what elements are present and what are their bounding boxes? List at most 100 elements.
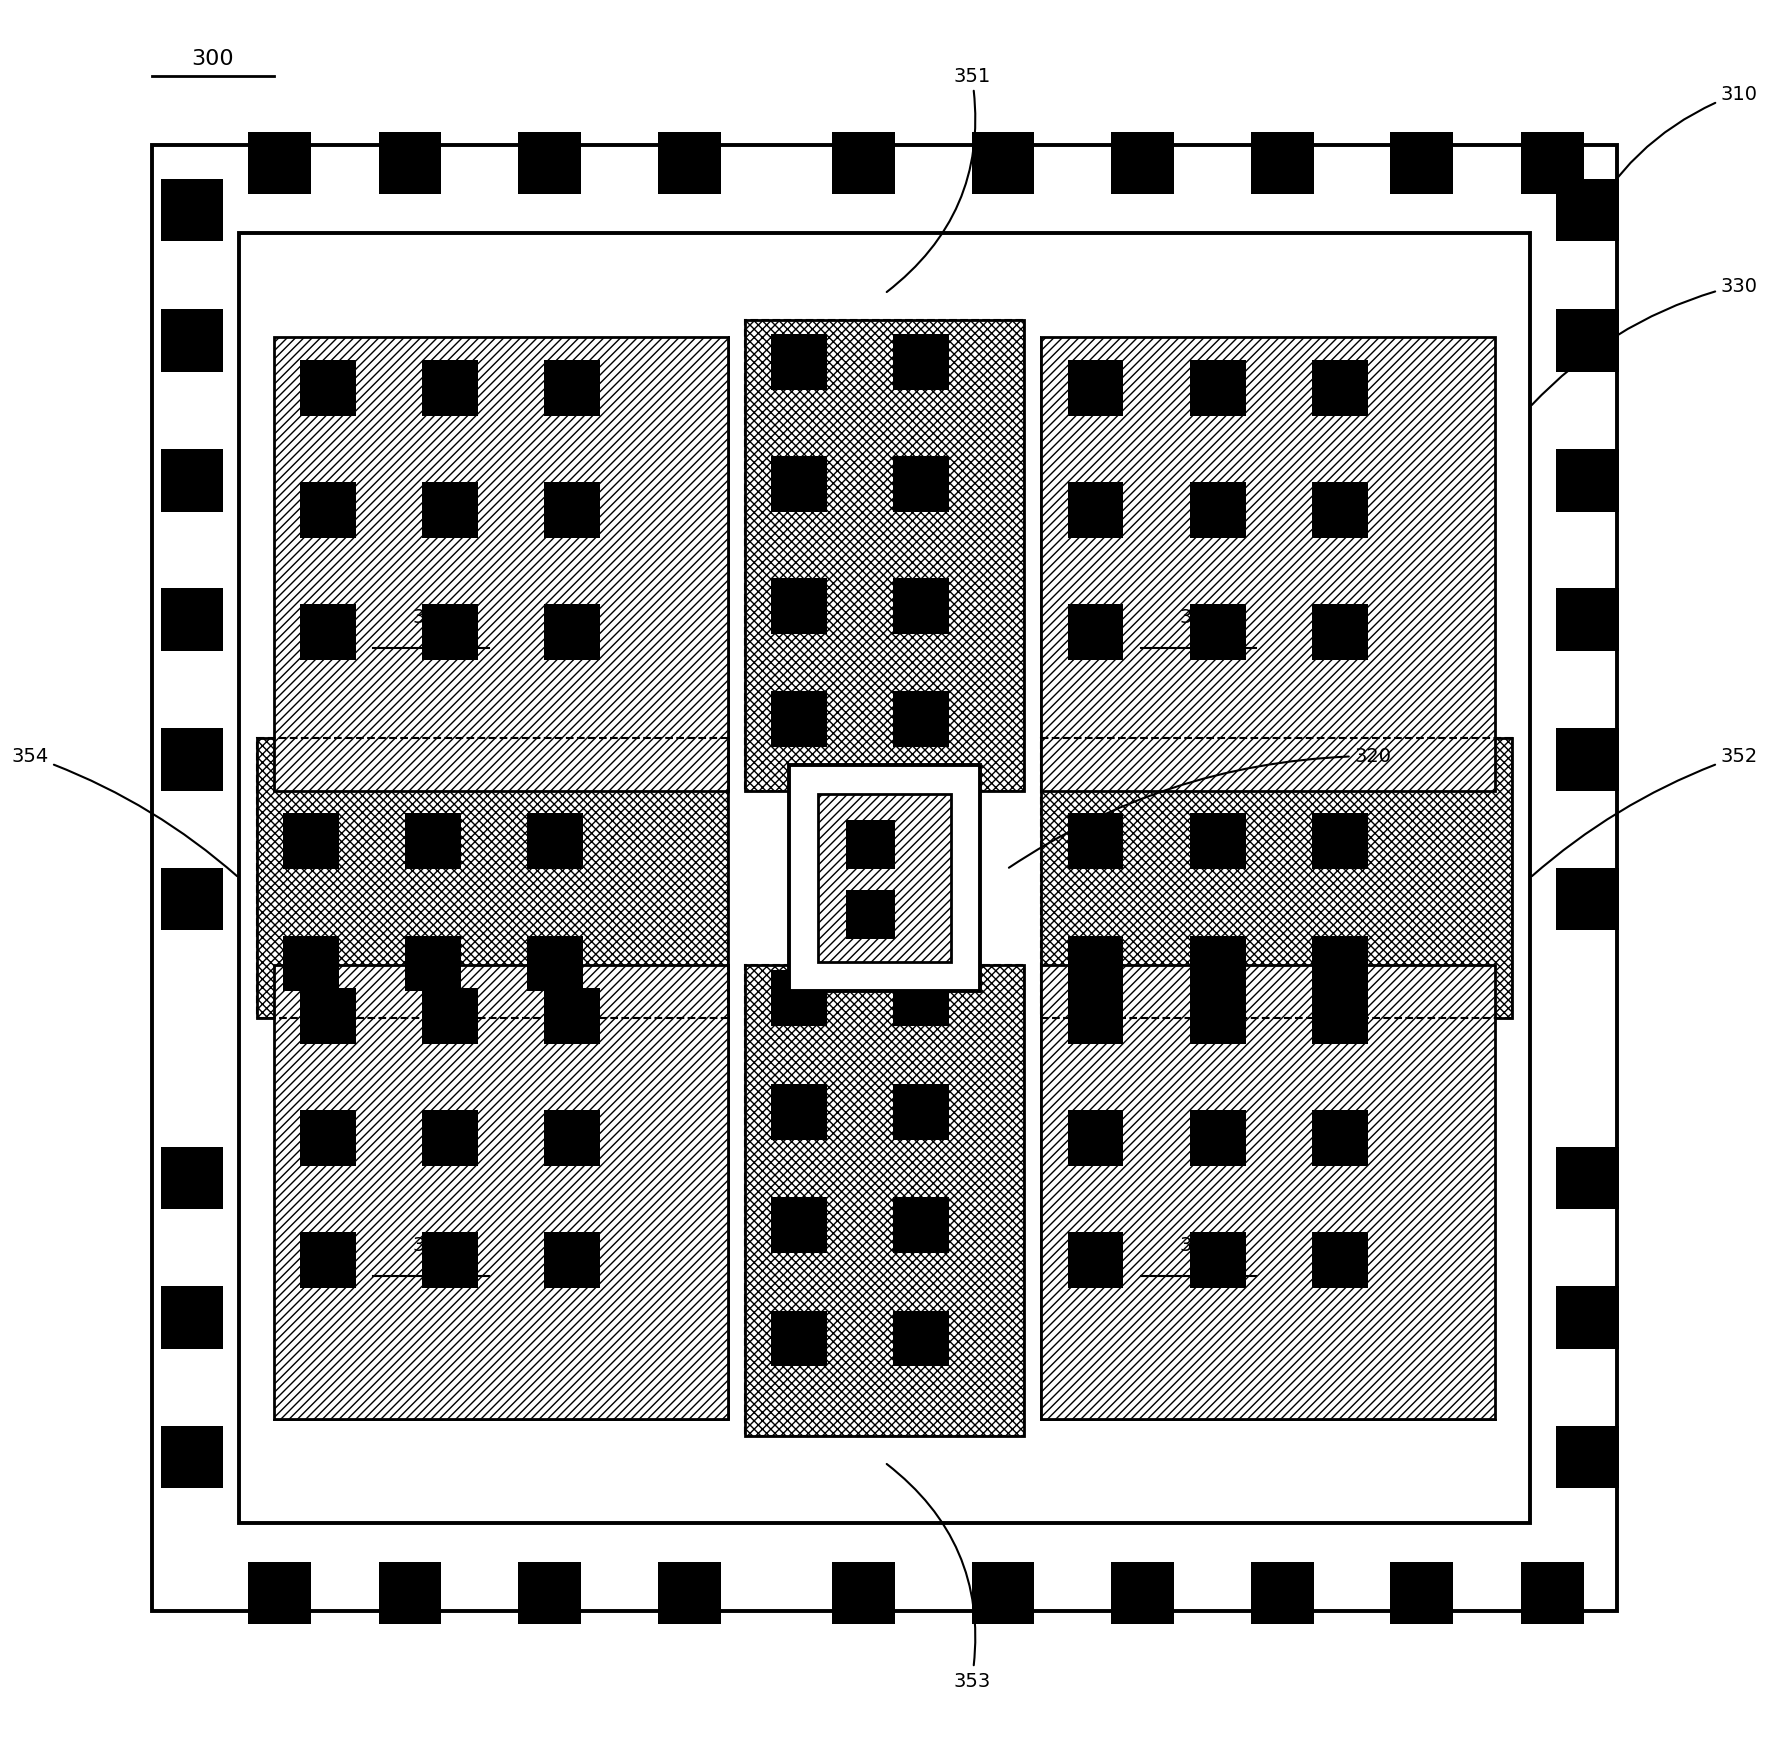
Bar — [274, 966, 727, 1420]
Bar — [161, 1147, 223, 1209]
Bar — [161, 589, 223, 652]
Bar — [789, 766, 980, 991]
Text: 341: 341 — [412, 608, 449, 627]
Bar — [1191, 936, 1245, 991]
Bar — [1313, 813, 1367, 870]
Bar — [771, 1084, 826, 1140]
Bar — [1557, 450, 1619, 513]
Bar — [1557, 179, 1619, 242]
Bar — [971, 132, 1035, 195]
Bar — [161, 729, 223, 791]
Bar — [161, 868, 223, 931]
Bar — [152, 146, 1617, 1611]
Bar — [423, 604, 478, 661]
Bar — [1390, 1562, 1452, 1625]
Bar — [1521, 1562, 1583, 1625]
Bar — [545, 360, 600, 416]
Text: 344: 344 — [412, 1235, 449, 1254]
Bar — [379, 132, 442, 195]
Bar — [745, 966, 1024, 1435]
Bar — [1068, 360, 1123, 416]
Bar — [1111, 132, 1175, 195]
Bar — [1068, 989, 1123, 1044]
Bar — [1068, 1110, 1123, 1167]
Bar — [405, 813, 460, 870]
Bar — [1042, 966, 1495, 1420]
Bar — [301, 360, 356, 416]
Bar — [745, 966, 1024, 1435]
Bar — [893, 692, 948, 748]
Bar — [1042, 966, 1495, 1420]
Bar — [745, 322, 1024, 791]
Bar — [1042, 337, 1495, 791]
Bar — [1557, 589, 1619, 652]
Bar — [257, 322, 727, 791]
Bar — [771, 972, 826, 1026]
Text: 300: 300 — [191, 49, 234, 69]
Bar — [301, 483, 356, 539]
Bar — [771, 692, 826, 748]
Bar — [1313, 989, 1367, 1044]
Bar — [274, 337, 727, 791]
Bar — [423, 483, 478, 539]
Bar — [1557, 1286, 1619, 1349]
Bar — [893, 578, 948, 634]
Bar — [658, 132, 720, 195]
Bar — [1042, 949, 1512, 1420]
Bar — [831, 1562, 895, 1625]
Bar — [518, 132, 580, 195]
Text: 342: 342 — [1180, 608, 1217, 627]
Bar — [1068, 813, 1123, 870]
Bar — [1191, 604, 1245, 661]
Bar — [1042, 740, 1512, 1017]
Text: 343: 343 — [1180, 1235, 1217, 1254]
Bar — [1042, 337, 1495, 791]
Bar — [248, 1562, 311, 1625]
Bar — [893, 1198, 948, 1253]
Bar — [545, 1232, 600, 1288]
Bar — [545, 1110, 600, 1167]
Bar — [1557, 1147, 1619, 1209]
Bar — [257, 740, 727, 1017]
Bar — [1111, 1562, 1175, 1625]
Bar — [1068, 936, 1123, 991]
Bar — [846, 891, 895, 940]
Text: 352: 352 — [1532, 747, 1758, 877]
Bar — [274, 966, 727, 1420]
Bar — [846, 821, 895, 870]
Bar — [161, 311, 223, 372]
Bar — [274, 337, 727, 791]
Bar — [257, 949, 727, 1420]
Bar — [1251, 1562, 1314, 1625]
Bar — [545, 483, 600, 539]
Bar — [1557, 729, 1619, 791]
Text: 310: 310 — [1583, 84, 1758, 232]
Bar — [819, 794, 950, 963]
Text: 330: 330 — [1532, 276, 1758, 406]
Bar — [1313, 1110, 1367, 1167]
Bar — [1191, 1232, 1245, 1288]
Text: 353: 353 — [886, 1464, 991, 1690]
Bar — [831, 132, 895, 195]
Bar — [405, 936, 460, 991]
Bar — [239, 234, 1530, 1523]
Bar — [1313, 936, 1367, 991]
Bar — [283, 813, 338, 870]
Bar — [1068, 1232, 1123, 1288]
Bar — [423, 1110, 478, 1167]
Bar — [283, 936, 338, 991]
Bar — [248, 132, 311, 195]
Bar — [1557, 311, 1619, 372]
Bar — [1390, 132, 1452, 195]
Bar — [301, 604, 356, 661]
Bar — [301, 1232, 356, 1288]
Bar — [1313, 483, 1367, 539]
Bar — [893, 972, 948, 1026]
Bar — [771, 334, 826, 390]
Text: 320: 320 — [1008, 747, 1392, 868]
Bar — [771, 1198, 826, 1253]
Bar — [518, 1562, 580, 1625]
Bar — [161, 1286, 223, 1349]
Bar — [658, 1562, 720, 1625]
Bar — [301, 989, 356, 1044]
